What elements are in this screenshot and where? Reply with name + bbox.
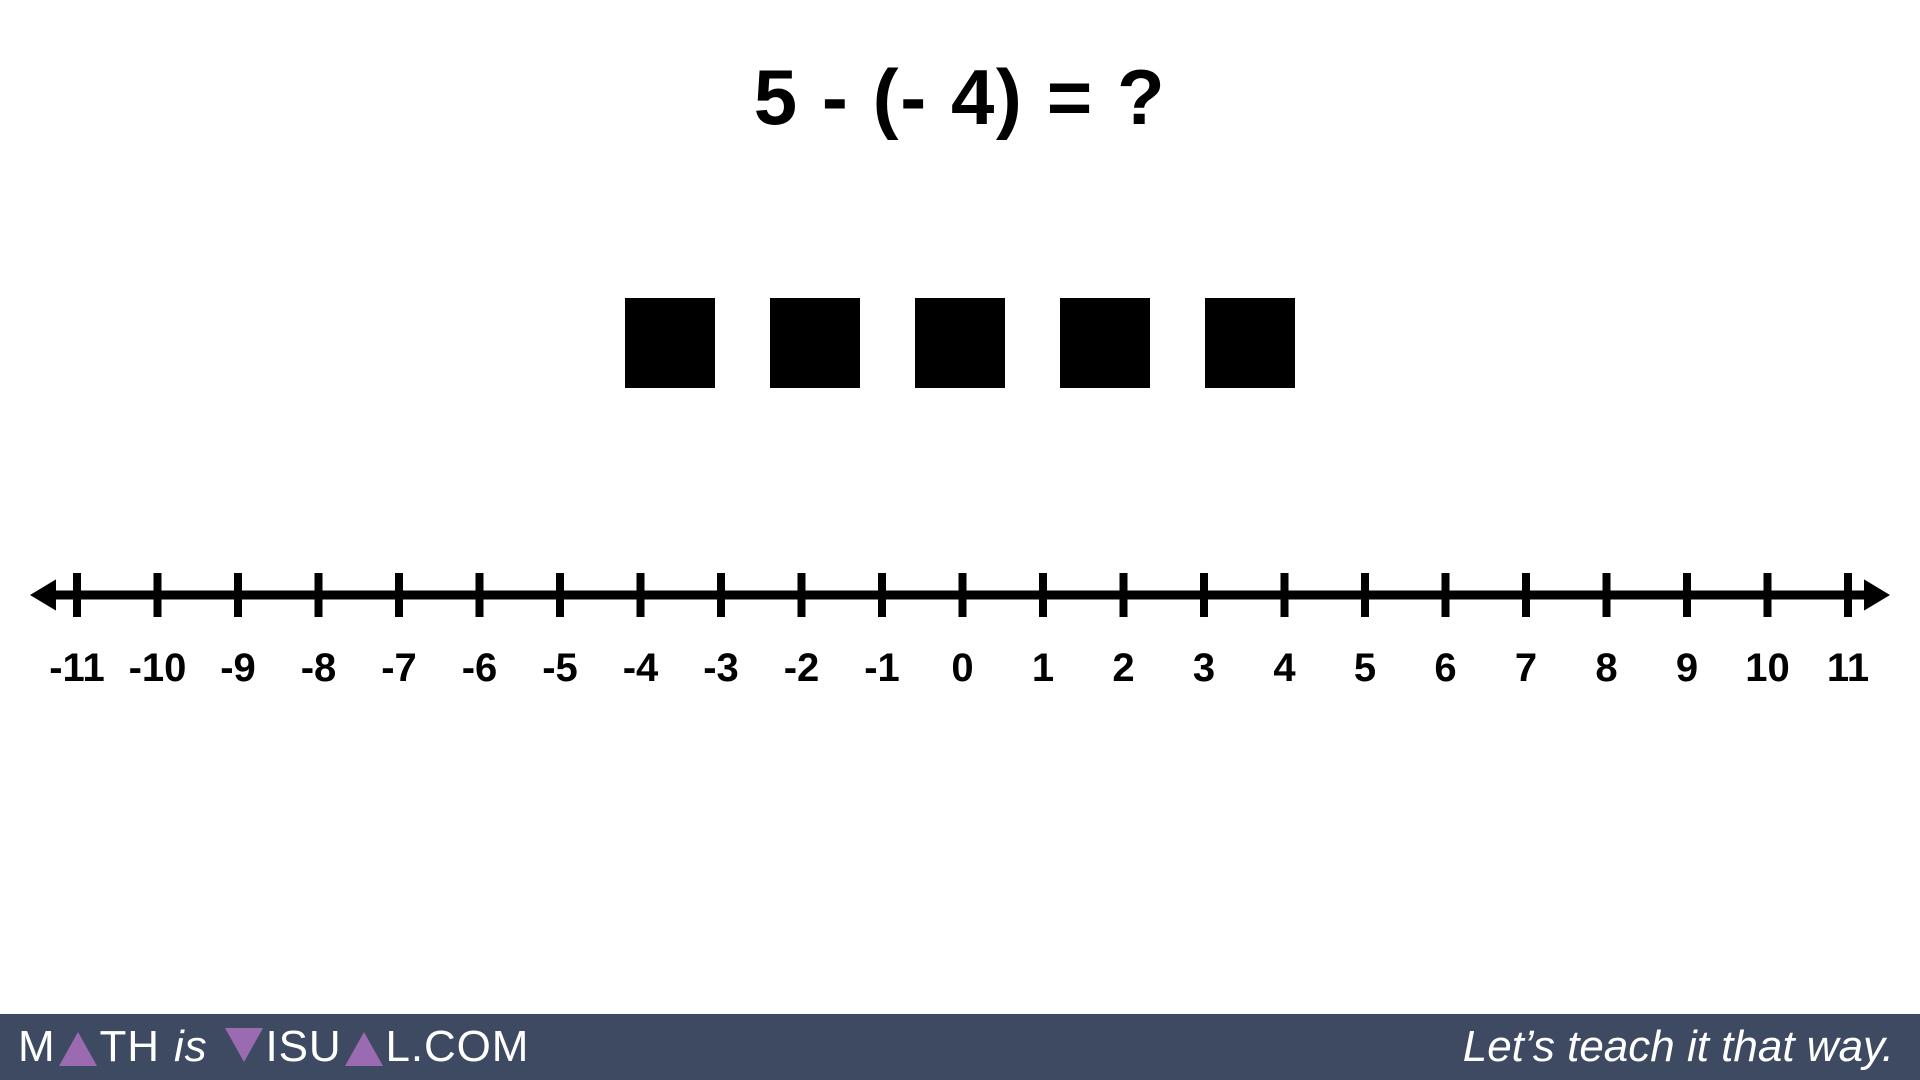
number-line-svg: -11-10-9-8-7-6-5-4-3-2-101234567891011 <box>0 485 1920 705</box>
svg-text:-1: -1 <box>864 646 900 690</box>
brand-isu: ISU <box>266 1022 342 1072</box>
svg-text:1: 1 <box>1032 646 1054 690</box>
counter-square <box>1060 298 1150 388</box>
svg-text:-11: -11 <box>49 646 105 690</box>
svg-text:9: 9 <box>1676 646 1698 690</box>
svg-text:2: 2 <box>1112 646 1134 690</box>
counter-square <box>625 298 715 388</box>
svg-text:-5: -5 <box>542 646 578 690</box>
brand-l: L <box>386 1022 411 1072</box>
counter-square <box>1205 298 1295 388</box>
counter-square <box>915 298 1005 388</box>
brand-th: TH <box>100 1022 160 1072</box>
svg-text:-10: -10 <box>129 646 187 690</box>
triangle-up-icon <box>345 1032 383 1066</box>
svg-text:-3: -3 <box>703 646 739 690</box>
svg-text:8: 8 <box>1595 646 1617 690</box>
triangle-down-icon <box>225 1028 263 1062</box>
svg-text:-9: -9 <box>220 646 256 690</box>
brand-logo: M TH is ISU L .COM <box>18 1022 529 1072</box>
svg-text:3: 3 <box>1193 646 1215 690</box>
svg-text:-6: -6 <box>462 646 498 690</box>
svg-text:10: 10 <box>1745 646 1790 690</box>
equation-text: 5 - (- 4) = ? <box>0 52 1920 143</box>
svg-text:-4: -4 <box>623 646 659 690</box>
brand-m: M <box>18 1022 56 1072</box>
stage: 5 - (- 4) = ? -11-10-9-8-7-6-5-4-3-2-101… <box>0 0 1920 1080</box>
counter-square <box>770 298 860 388</box>
brand-is: is <box>174 1022 208 1072</box>
svg-text:-7: -7 <box>381 646 417 690</box>
svg-text:7: 7 <box>1515 646 1537 690</box>
svg-text:0: 0 <box>951 646 973 690</box>
brand-dotcom: .COM <box>411 1022 529 1072</box>
footer-tagline: Let’s teach it that way. <box>1463 1022 1894 1072</box>
svg-text:-2: -2 <box>784 646 820 690</box>
svg-text:11: 11 <box>1827 646 1869 690</box>
footer-bar: M TH is ISU L .COM Let’s teach it that w… <box>0 1014 1920 1080</box>
squares-row <box>0 298 1920 388</box>
svg-text:6: 6 <box>1434 646 1456 690</box>
svg-text:4: 4 <box>1273 646 1296 690</box>
svg-text:5: 5 <box>1354 646 1376 690</box>
svg-text:-8: -8 <box>301 646 337 690</box>
triangle-up-icon <box>59 1032 97 1066</box>
